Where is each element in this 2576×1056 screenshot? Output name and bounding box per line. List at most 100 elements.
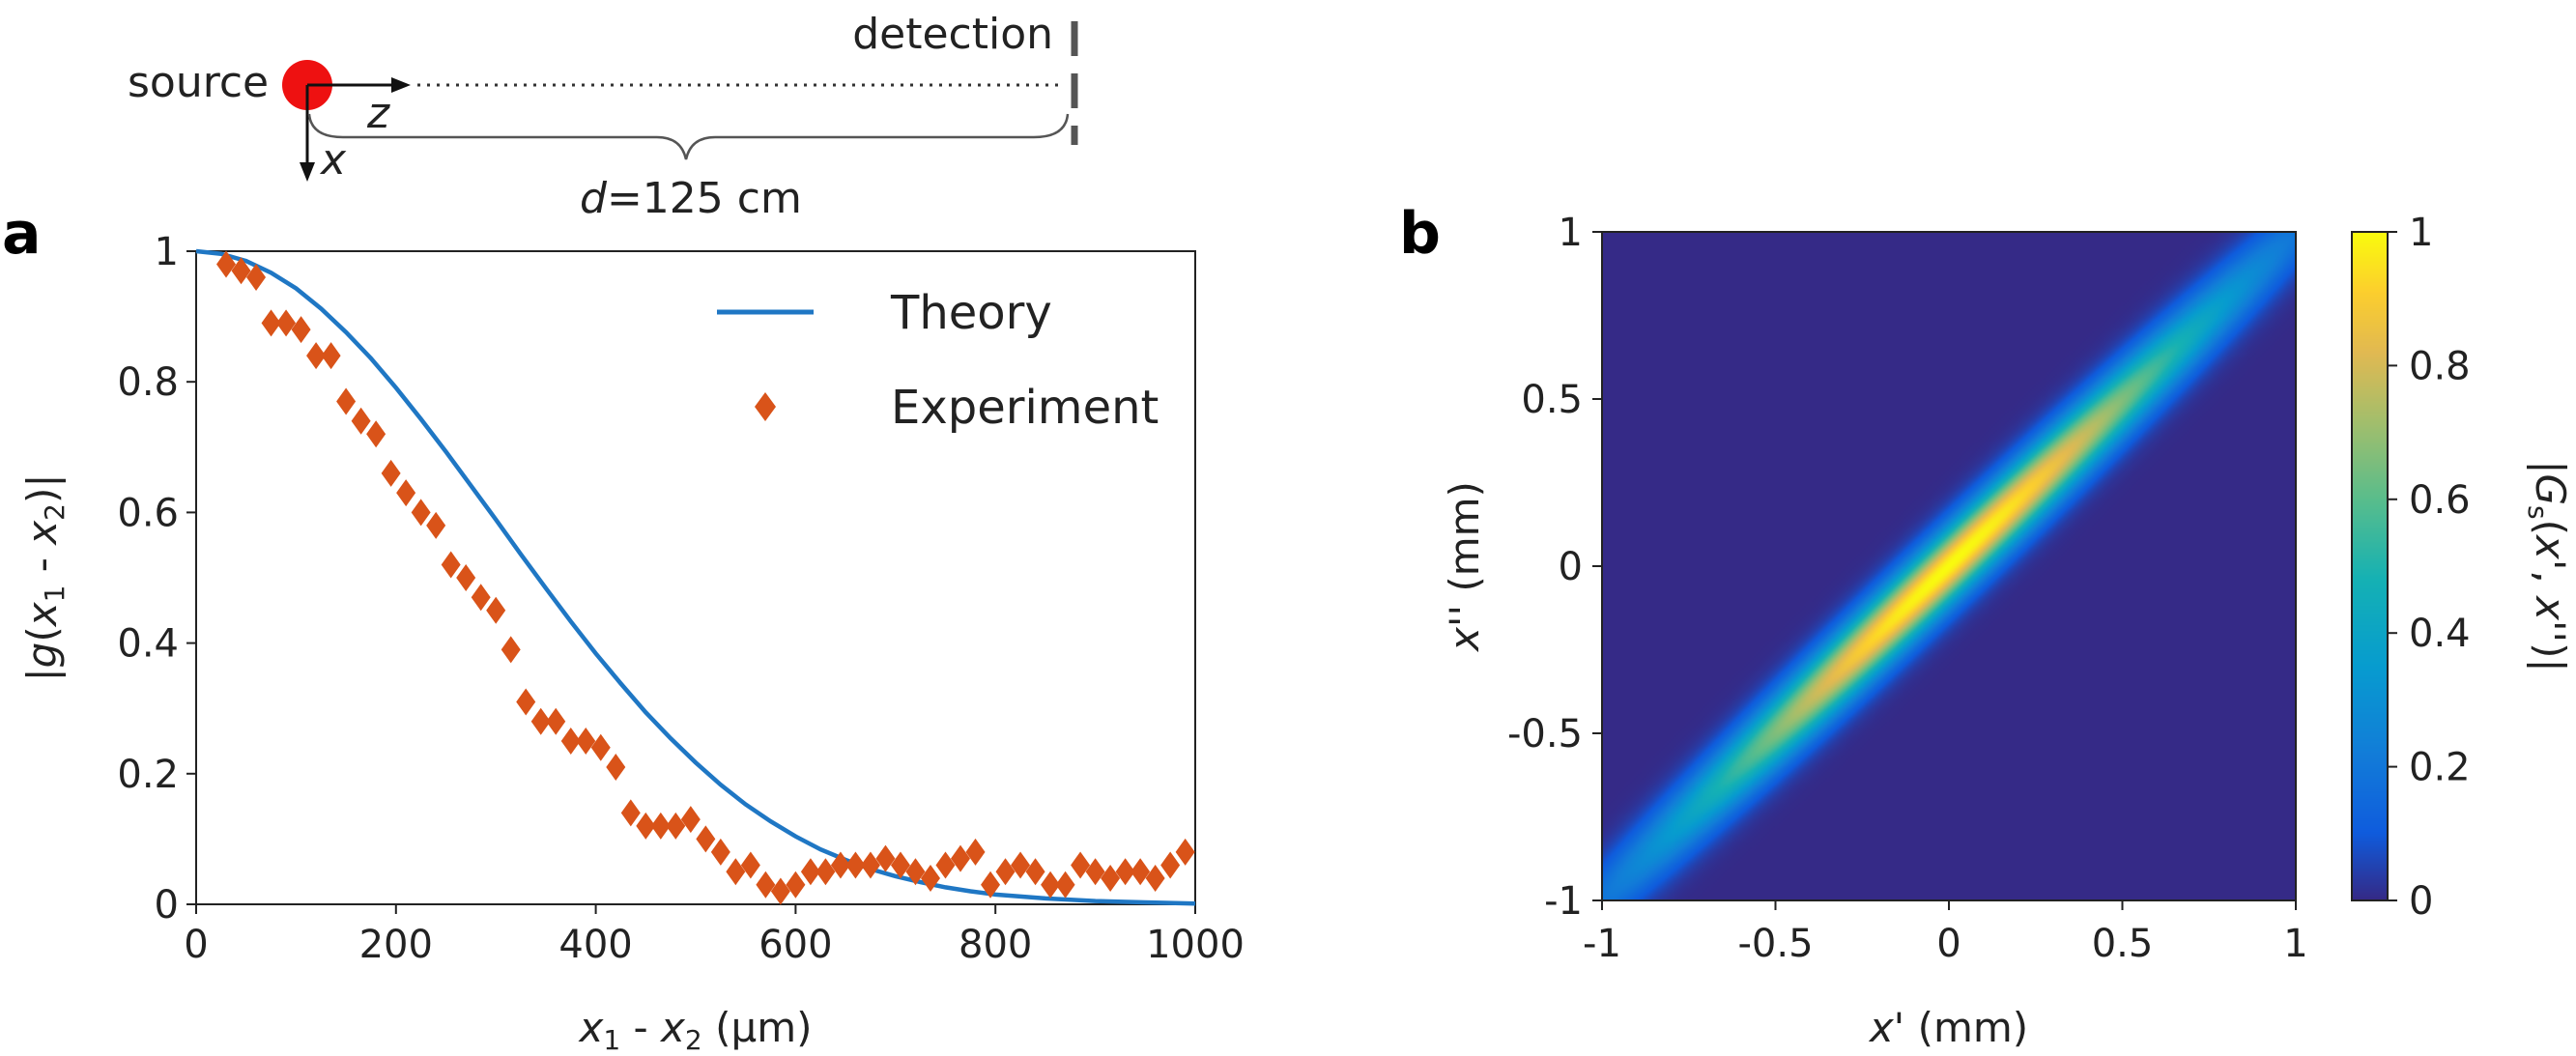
z-arrow-head: [391, 77, 411, 93]
panel-a-x-axis-label: x1 - x2 (μm): [578, 1004, 813, 1056]
x-tick-label: 1000: [1146, 923, 1245, 967]
experiment-point: [920, 864, 940, 892]
experiment-point: [366, 420, 386, 448]
experiment-point: [546, 707, 566, 735]
y-tick-label: 0.5: [1521, 378, 1583, 422]
experiment-point: [935, 851, 956, 879]
legend-theory-label: Theory: [890, 286, 1052, 340]
experiment-point: [890, 851, 910, 879]
experiment-point: [530, 707, 551, 735]
experiment-point: [1055, 870, 1075, 899]
panel-a-ticks: 0 200 400 600 800 1000 0 0.2 0.4 0.6 0.8 1: [117, 230, 1245, 967]
experiment-point: [650, 812, 671, 840]
x-tick-label: -0.5: [1737, 922, 1813, 966]
x-tick-label: 800: [959, 923, 1032, 967]
experiment-point: [381, 459, 401, 487]
y-tick-label: 0.6: [117, 491, 179, 535]
experiment-point: [860, 851, 880, 879]
experiment-point: [1025, 858, 1045, 886]
experiment-point: [216, 250, 237, 278]
experiment-point: [456, 564, 476, 591]
colorbar-ticks: 0 0.2 0.4 0.6 0.8 1: [2388, 211, 2471, 924]
y-tick-label: -0.5: [1507, 712, 1583, 756]
experiment-point: [636, 812, 656, 840]
panel-a-legend: Theory Experiment: [717, 286, 1159, 435]
y-tick-label: 1: [1559, 211, 1583, 255]
colorbar-tick-label: 0: [2409, 879, 2433, 924]
experiment-series: [216, 250, 1195, 905]
experiment-point: [1041, 870, 1061, 899]
experiment-point: [1160, 851, 1181, 879]
experiment-point: [875, 844, 896, 872]
experiment-point: [246, 264, 267, 292]
experiment-point: [620, 799, 641, 827]
y-tick-label: 1: [155, 230, 179, 274]
panel-a-y-axis-label: |g(x1 - x2)|: [18, 474, 71, 682]
colorbar-tick-label: 1: [2409, 211, 2433, 255]
x-tick-label: -1: [1583, 922, 1621, 966]
panel-b-letter: b: [1399, 200, 1441, 268]
colorbar-label: |Gs(x', x'')|: [2522, 460, 2574, 671]
detection-label: detection: [852, 10, 1053, 59]
x-tick-label: 600: [758, 923, 832, 967]
experiment-point: [501, 636, 521, 664]
experiment-point: [321, 342, 341, 370]
x-tick-label: 0: [184, 923, 208, 967]
y-tick-label: 0.4: [117, 622, 179, 667]
experiment-point: [816, 858, 836, 886]
experiment-point: [995, 858, 1016, 886]
panel-b-ticks: -1 -0.5 0 0.5 1 -1 -0.5 0 0.5 1: [1507, 211, 2308, 966]
x-tick-label: 400: [558, 923, 632, 967]
colorbar-tick-label: 0.6: [2409, 478, 2471, 523]
experiment-point: [486, 596, 506, 624]
colorbar-tick-label: 0.4: [2409, 612, 2471, 656]
experiment-point: [951, 844, 971, 872]
experiment-point: [426, 511, 446, 539]
panel-a-axes-frame: [195, 250, 1196, 905]
heatmap-image: [1602, 232, 2296, 900]
panel-a-letter: a: [2, 200, 42, 268]
experiment-point: [606, 754, 626, 782]
colorbar-wrapper: [2352, 232, 2388, 900]
experiment-point: [1131, 858, 1151, 886]
experiment-point: [576, 728, 596, 755]
experiment-point: [231, 257, 251, 285]
z-axis-label: z: [366, 89, 390, 138]
experiment-point: [740, 851, 760, 879]
x-arrow-head: [300, 162, 315, 182]
experiment-point: [770, 877, 790, 905]
colorbar-tick-label: 0.8: [2409, 344, 2471, 388]
panel-b-chart: -1 -0.5 0 0.5 1 -1 -0.5 0 0.5 1 0 0.2 0.4 0.6 0.8 1 x'…: [1441, 211, 2574, 1051]
x-tick-label: 0: [1936, 922, 1961, 966]
heatmap-canvas-wrapper: [1602, 232, 2296, 900]
experiment-point: [560, 728, 581, 755]
y-tick-label: 0.2: [117, 753, 179, 797]
y-tick-label: -1: [1544, 879, 1583, 924]
experiment-point: [726, 858, 746, 886]
experiment-point: [1145, 864, 1165, 892]
y-tick-label: 0: [155, 883, 179, 928]
distance-brace: [307, 113, 1070, 160]
source-label: source: [128, 58, 269, 107]
experiment-point: [336, 387, 357, 415]
experiment-point: [965, 838, 986, 866]
y-tick-label: 0.8: [117, 360, 179, 405]
experiment-point: [1071, 851, 1091, 879]
experiment-point: [396, 479, 416, 507]
experiment-point: [786, 870, 806, 899]
x-tick-label: 200: [359, 923, 433, 967]
x-tick-label: 1: [2283, 922, 2307, 966]
panel-a-chart: 0 200 400 600 800 1000 0 0.2 0.4 0.6 0.8 1 Theory E…: [18, 230, 1245, 1056]
experiment-point: [1101, 864, 1121, 892]
y-tick-label: 0: [1559, 545, 1583, 589]
x-tick-label: 0.5: [2092, 922, 2154, 966]
experiment-point: [1085, 858, 1105, 886]
experiment-point: [351, 407, 371, 435]
legend-experiment-swatch: [755, 392, 776, 421]
colorbar-tick-label: 0.2: [2409, 746, 2471, 790]
panel-b-x-axis-label: x' (mm): [1868, 1004, 2028, 1051]
experiment-point: [411, 499, 431, 527]
experiment-point: [1175, 838, 1195, 866]
theory-series: [195, 248, 1196, 906]
